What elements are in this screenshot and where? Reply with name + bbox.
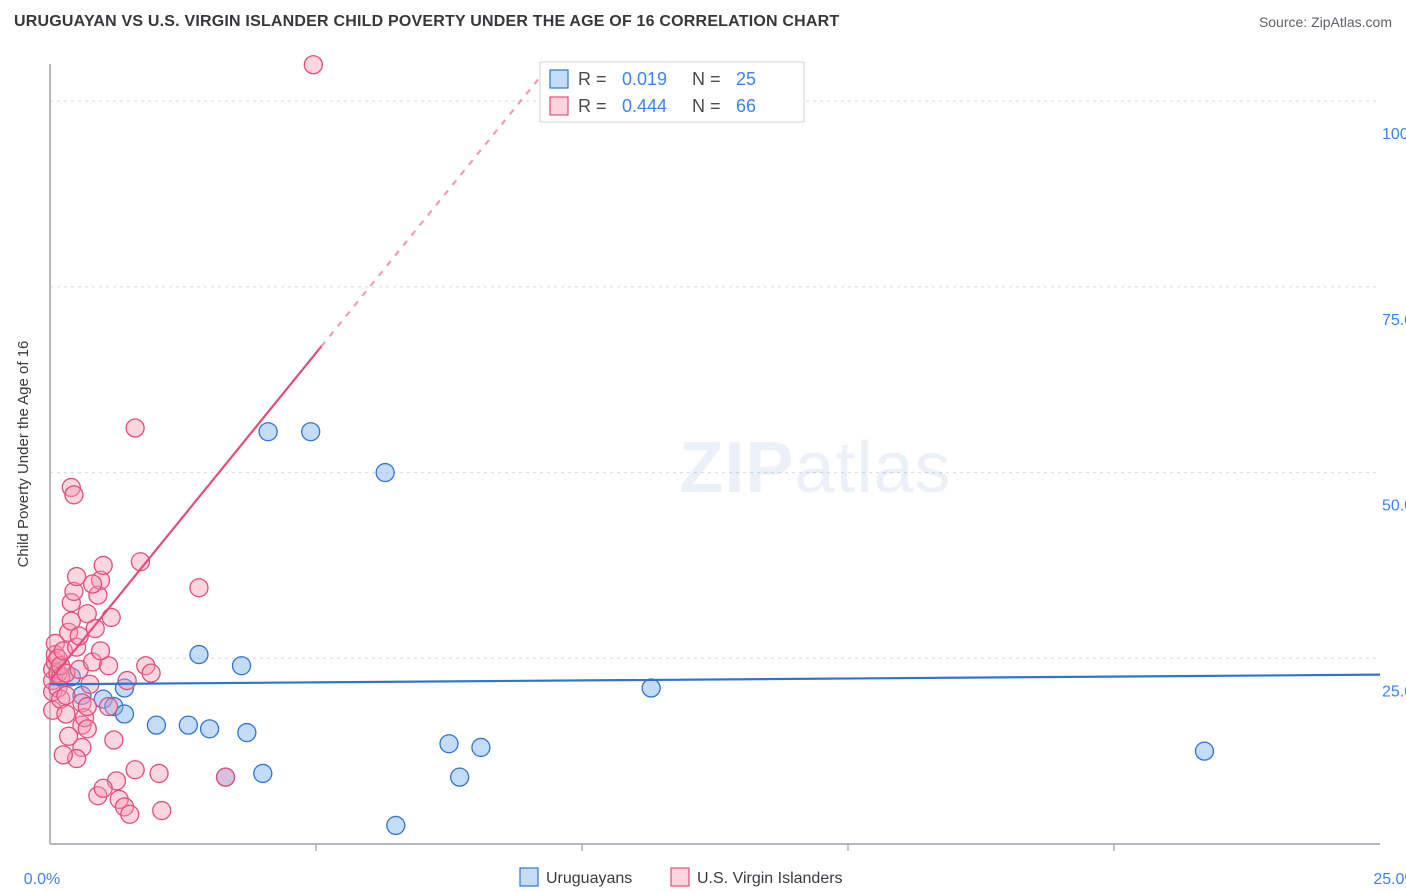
trend-line-usvi — [50, 346, 321, 680]
correlation-legend: R = 0.019 N = 25 R = 0.444 N = 66 — [540, 62, 804, 122]
y-tick-label: 100.0% — [1382, 126, 1406, 143]
data-point — [57, 686, 75, 704]
legend-n-label: N = — [692, 69, 721, 89]
data-point — [60, 727, 78, 745]
data-point — [217, 768, 235, 786]
y-axis-label: Child Poverty Under the Age of 16 — [15, 341, 32, 568]
legend-r-value: 0.444 — [622, 96, 667, 116]
data-point — [102, 608, 120, 626]
series-legend: Uruguayans U.S. Virgin Islanders — [520, 868, 843, 887]
legend-swatch-uruguayans — [550, 70, 568, 88]
data-point — [147, 716, 165, 734]
chart-header: URUGUAYAN VS U.S. VIRGIN ISLANDER CHILD … — [0, 0, 1406, 44]
series-usvi — [44, 56, 323, 824]
data-point — [68, 568, 86, 586]
legend-n-value: 25 — [736, 69, 756, 89]
data-point — [302, 423, 320, 441]
y-tick-label: 25.0% — [1382, 683, 1406, 700]
data-point — [238, 724, 256, 742]
series-uruguayans — [62, 423, 1213, 835]
legend-r-label: R = — [578, 96, 607, 116]
legend-r-value: 0.019 — [622, 69, 667, 89]
data-point — [150, 764, 168, 782]
scatter-chart: 25.0% 50.0% 75.0% 100.0% 0.0% 25.0% Child Pove… — [0, 44, 1406, 892]
data-point — [642, 679, 660, 697]
data-point — [472, 738, 490, 756]
data-point — [387, 816, 405, 834]
trend-line-uruguayans — [50, 675, 1380, 685]
data-point — [304, 56, 322, 74]
data-point — [118, 672, 136, 690]
data-point — [190, 579, 208, 597]
data-point — [376, 464, 394, 482]
data-point — [126, 761, 144, 779]
x-tick-label-right: 25.0% — [1373, 871, 1406, 888]
bottom-swatch-uruguayans — [520, 868, 538, 886]
data-point — [254, 764, 272, 782]
data-point — [451, 768, 469, 786]
chart-source: Source: ZipAtlas.com — [1259, 14, 1392, 30]
data-point — [78, 605, 96, 623]
data-point — [126, 419, 144, 437]
legend-n-label: N = — [692, 96, 721, 116]
data-point — [115, 705, 133, 723]
plot-area: ZIPatlas 25.0%50.0%75.0%100.0%0.0%25.0%C… — [0, 44, 1406, 892]
data-point — [78, 720, 96, 738]
data-point — [121, 805, 139, 823]
data-point — [65, 486, 83, 504]
data-point — [94, 556, 112, 574]
legend-n-value: 66 — [736, 96, 756, 116]
data-point — [190, 646, 208, 664]
data-point — [100, 698, 118, 716]
data-point — [105, 731, 123, 749]
bottom-label-usvi: U.S. Virgin Islanders — [697, 870, 843, 887]
trend-line-usvi-extrapolated — [321, 65, 550, 347]
data-point — [233, 657, 251, 675]
data-point — [179, 716, 197, 734]
y-tick-label: 75.0% — [1382, 312, 1406, 329]
bottom-label-uruguayans: Uruguayans — [546, 870, 632, 887]
y-tick-label: 50.0% — [1382, 498, 1406, 515]
data-point — [142, 664, 160, 682]
legend-swatch-usvi — [550, 97, 568, 115]
data-point — [92, 642, 110, 660]
data-point — [78, 698, 96, 716]
data-point — [84, 575, 102, 593]
bottom-swatch-usvi — [671, 868, 689, 886]
x-tick-label-left: 0.0% — [24, 871, 60, 888]
legend-r-label: R = — [578, 69, 607, 89]
data-point — [153, 802, 171, 820]
data-point — [259, 423, 277, 441]
data-point — [1195, 742, 1213, 760]
data-point — [201, 720, 219, 738]
data-point — [440, 735, 458, 753]
data-point — [57, 705, 75, 723]
data-point — [94, 779, 112, 797]
chart-title: URUGUAYAN VS U.S. VIRGIN ISLANDER CHILD … — [14, 13, 839, 31]
data-point — [54, 746, 72, 764]
